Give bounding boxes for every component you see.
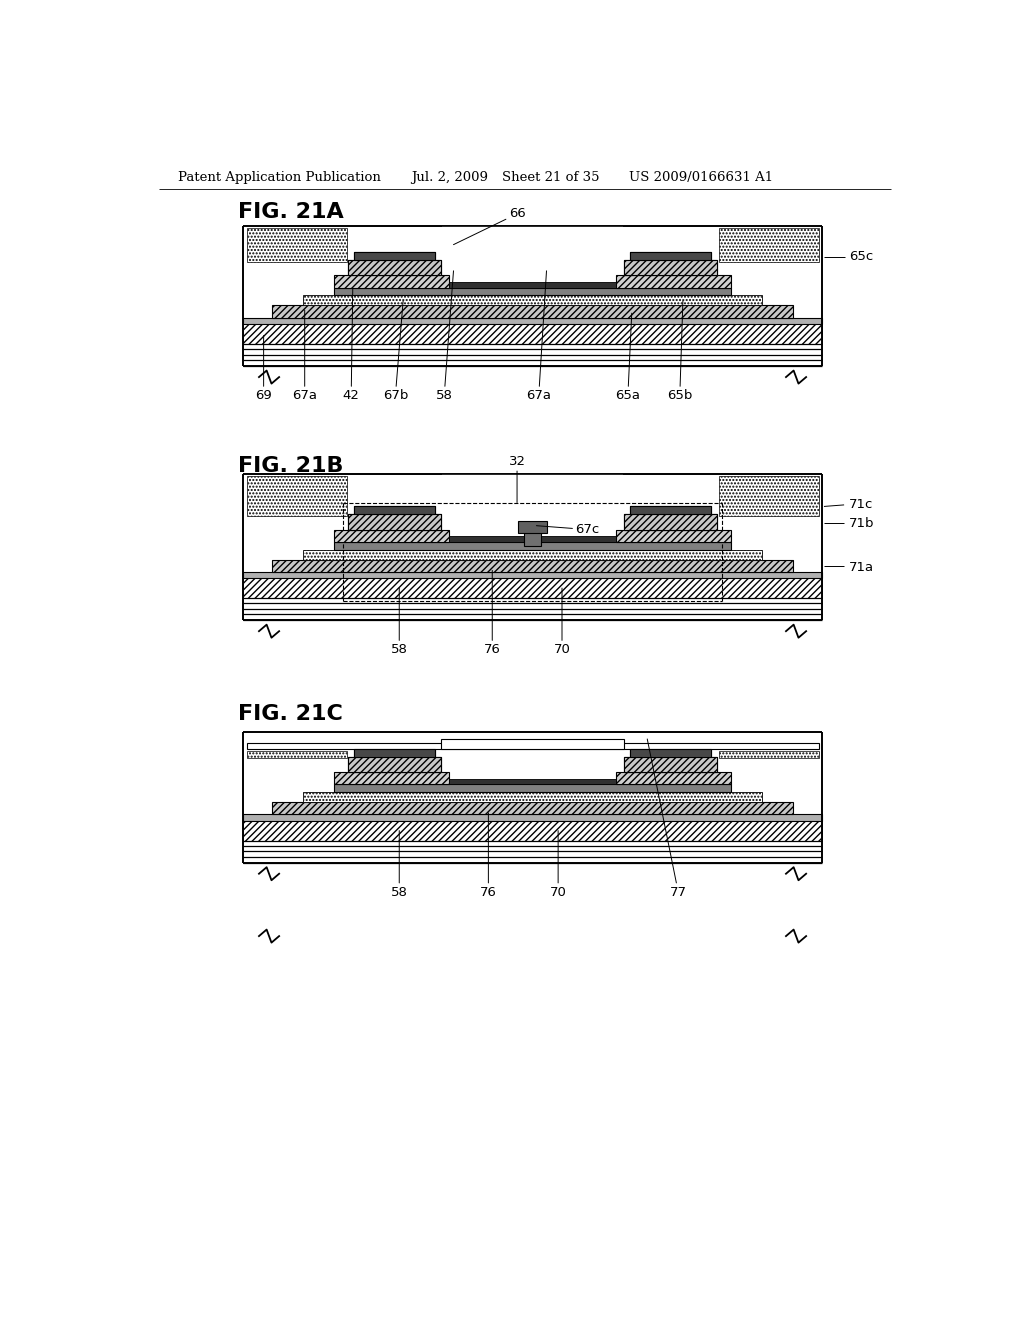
Polygon shape <box>616 529 731 543</box>
Polygon shape <box>272 305 793 318</box>
Polygon shape <box>442 474 624 516</box>
Polygon shape <box>719 477 818 516</box>
Text: 42: 42 <box>343 289 359 403</box>
Polygon shape <box>348 260 441 276</box>
Polygon shape <box>334 276 449 288</box>
Polygon shape <box>630 252 711 260</box>
Text: 70: 70 <box>550 830 566 899</box>
Polygon shape <box>354 252 435 260</box>
Text: 65b: 65b <box>667 301 692 403</box>
Polygon shape <box>303 792 762 803</box>
Polygon shape <box>247 477 346 516</box>
Text: 76: 76 <box>483 570 501 656</box>
Polygon shape <box>247 743 818 748</box>
Text: FIG. 21B: FIG. 21B <box>238 457 343 477</box>
Text: 70: 70 <box>554 589 570 656</box>
Polygon shape <box>303 549 762 560</box>
Polygon shape <box>630 507 711 515</box>
Polygon shape <box>630 507 711 515</box>
Polygon shape <box>334 784 731 792</box>
Text: 67b: 67b <box>383 301 408 403</box>
Text: 58: 58 <box>391 589 408 656</box>
Polygon shape <box>243 572 822 578</box>
Polygon shape <box>247 228 346 261</box>
Polygon shape <box>630 748 711 756</box>
Text: 67c: 67c <box>537 523 599 536</box>
Polygon shape <box>630 252 711 260</box>
Polygon shape <box>719 228 818 261</box>
Polygon shape <box>243 578 822 598</box>
Polygon shape <box>334 543 731 549</box>
Polygon shape <box>348 515 441 529</box>
Text: 77: 77 <box>647 739 687 899</box>
Polygon shape <box>616 276 731 288</box>
Polygon shape <box>334 772 449 784</box>
Text: Sheet 21 of 35: Sheet 21 of 35 <box>502 172 599 185</box>
Polygon shape <box>354 748 435 756</box>
Text: 66: 66 <box>454 207 525 244</box>
Polygon shape <box>348 260 441 276</box>
Polygon shape <box>624 260 717 276</box>
Polygon shape <box>624 756 717 772</box>
Polygon shape <box>449 282 616 288</box>
Text: 58: 58 <box>391 830 408 899</box>
Text: 69: 69 <box>255 335 272 403</box>
Polygon shape <box>449 779 616 784</box>
Text: 71c: 71c <box>849 499 873 511</box>
Polygon shape <box>624 515 717 529</box>
Polygon shape <box>243 323 822 345</box>
Polygon shape <box>348 756 441 772</box>
Polygon shape <box>442 226 624 261</box>
Polygon shape <box>441 739 624 748</box>
Polygon shape <box>348 515 441 529</box>
Text: Jul. 2, 2009: Jul. 2, 2009 <box>411 172 488 185</box>
Text: FIG. 21A: FIG. 21A <box>238 202 344 222</box>
Polygon shape <box>348 756 441 772</box>
Text: 76: 76 <box>480 813 497 899</box>
Polygon shape <box>624 756 717 772</box>
Polygon shape <box>524 527 541 545</box>
Polygon shape <box>354 748 435 756</box>
Polygon shape <box>630 748 711 756</box>
Polygon shape <box>272 560 793 572</box>
Polygon shape <box>334 529 449 543</box>
Polygon shape <box>354 252 435 260</box>
Polygon shape <box>334 288 731 296</box>
Polygon shape <box>518 521 547 533</box>
Polygon shape <box>449 536 616 543</box>
Text: 32: 32 <box>509 455 525 503</box>
Text: FIG. 21C: FIG. 21C <box>238 705 343 725</box>
Text: Patent Application Publication: Patent Application Publication <box>178 172 381 185</box>
Polygon shape <box>354 507 435 515</box>
Polygon shape <box>243 821 822 841</box>
Polygon shape <box>303 296 762 305</box>
Text: 71a: 71a <box>849 561 873 574</box>
Polygon shape <box>243 814 822 821</box>
Text: 67a: 67a <box>526 271 551 403</box>
Text: 67a: 67a <box>292 310 317 403</box>
Polygon shape <box>247 751 346 758</box>
Polygon shape <box>272 803 793 814</box>
Polygon shape <box>719 751 818 758</box>
Polygon shape <box>624 515 717 529</box>
Text: 58: 58 <box>436 271 454 403</box>
Text: 71b: 71b <box>849 517 874 529</box>
Polygon shape <box>624 260 717 276</box>
Text: 65a: 65a <box>615 313 640 403</box>
Polygon shape <box>616 772 731 784</box>
Polygon shape <box>243 318 822 323</box>
Text: US 2009/0166631 A1: US 2009/0166631 A1 <box>630 172 773 185</box>
Polygon shape <box>354 507 435 515</box>
Text: 65c: 65c <box>849 251 873 264</box>
